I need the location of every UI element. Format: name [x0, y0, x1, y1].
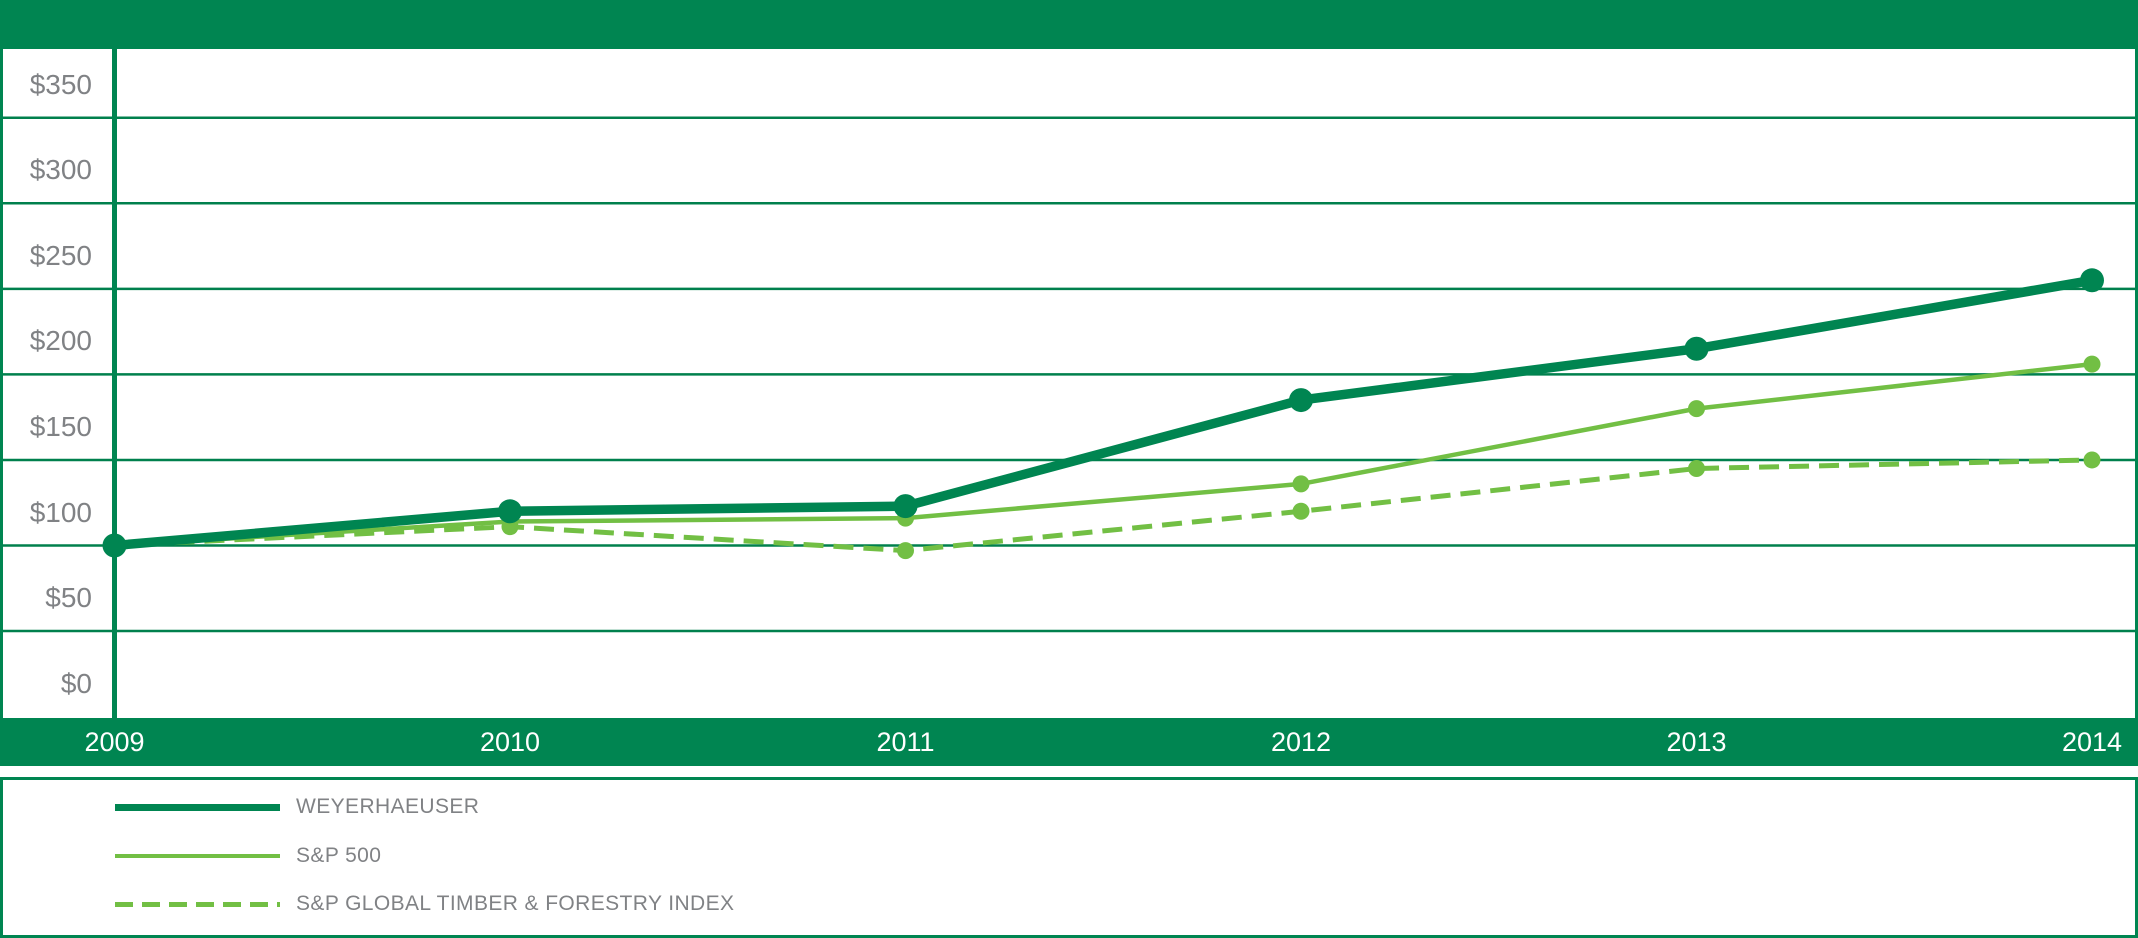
legend-label: S&P 500 — [296, 844, 382, 867]
y-tick-label: $150 — [29, 410, 92, 442]
data-point — [2083, 355, 2101, 373]
y-tick-label: $100 — [29, 496, 92, 528]
x-tick-label: 2012 — [1270, 727, 1332, 757]
data-point — [2080, 268, 2104, 293]
y-tick-label: $350 — [29, 68, 92, 100]
data-point — [498, 499, 522, 524]
legend-item-sp500: S&P 500 — [3, 841, 2135, 871]
data-point — [102, 533, 127, 558]
weyerhaeuser-line-swatch — [115, 803, 280, 811]
x-tick-label: 2010 — [479, 727, 541, 757]
sp500-line-swatch — [115, 854, 280, 858]
data-point — [1289, 388, 1313, 413]
y-tick-label: $250 — [29, 239, 92, 271]
legend-item-weyerhaeuser: WEYERHAEUSER — [3, 792, 2135, 822]
data-point — [893, 494, 918, 519]
y-tick-label: $0 — [60, 667, 92, 699]
series-line-weyerhaeuser — [114, 275, 2093, 551]
x-tick-label: 2009 — [84, 727, 145, 757]
legend: WEYERHAEUSER S&P 500 S&P GLOBAL TIMBER &… — [0, 777, 2138, 938]
data-point — [897, 542, 914, 560]
x-tick-label: 2014 — [2061, 727, 2123, 757]
series-line-timber-index — [114, 457, 2093, 554]
legend-item-timber-index: S&P GLOBAL TIMBER & FORESTRY INDEX — [3, 889, 2135, 919]
chart-plot-area: $350 $300 $250 $200 $150 $100 $50 $0 — [0, 49, 2138, 718]
data-point — [1688, 400, 1705, 418]
performance-line-chart — [0, 49, 2138, 718]
x-tick-label: 2011 — [876, 727, 935, 757]
legend-label: S&P GLOBAL TIMBER & FORESTRY INDEX — [296, 892, 735, 915]
y-tick-label: $50 — [45, 582, 92, 614]
data-point — [1292, 502, 1310, 520]
data-point — [2083, 451, 2101, 469]
legend-label: WEYERHAEUSER — [296, 795, 480, 818]
data-point — [1684, 336, 1709, 361]
series-line-sp500 — [114, 361, 2093, 548]
data-point — [1688, 460, 1705, 478]
data-point — [1292, 475, 1310, 493]
x-axis-band: 2009 2010 2011 2012 2013 2014 — [0, 718, 2138, 766]
y-tick-label: $200 — [29, 325, 92, 357]
header-bar — [0, 0, 2138, 49]
y-tick-label: $300 — [29, 154, 92, 186]
timber-index-dashed-swatch — [115, 901, 280, 907]
x-tick-label: 2013 — [1666, 727, 1727, 757]
